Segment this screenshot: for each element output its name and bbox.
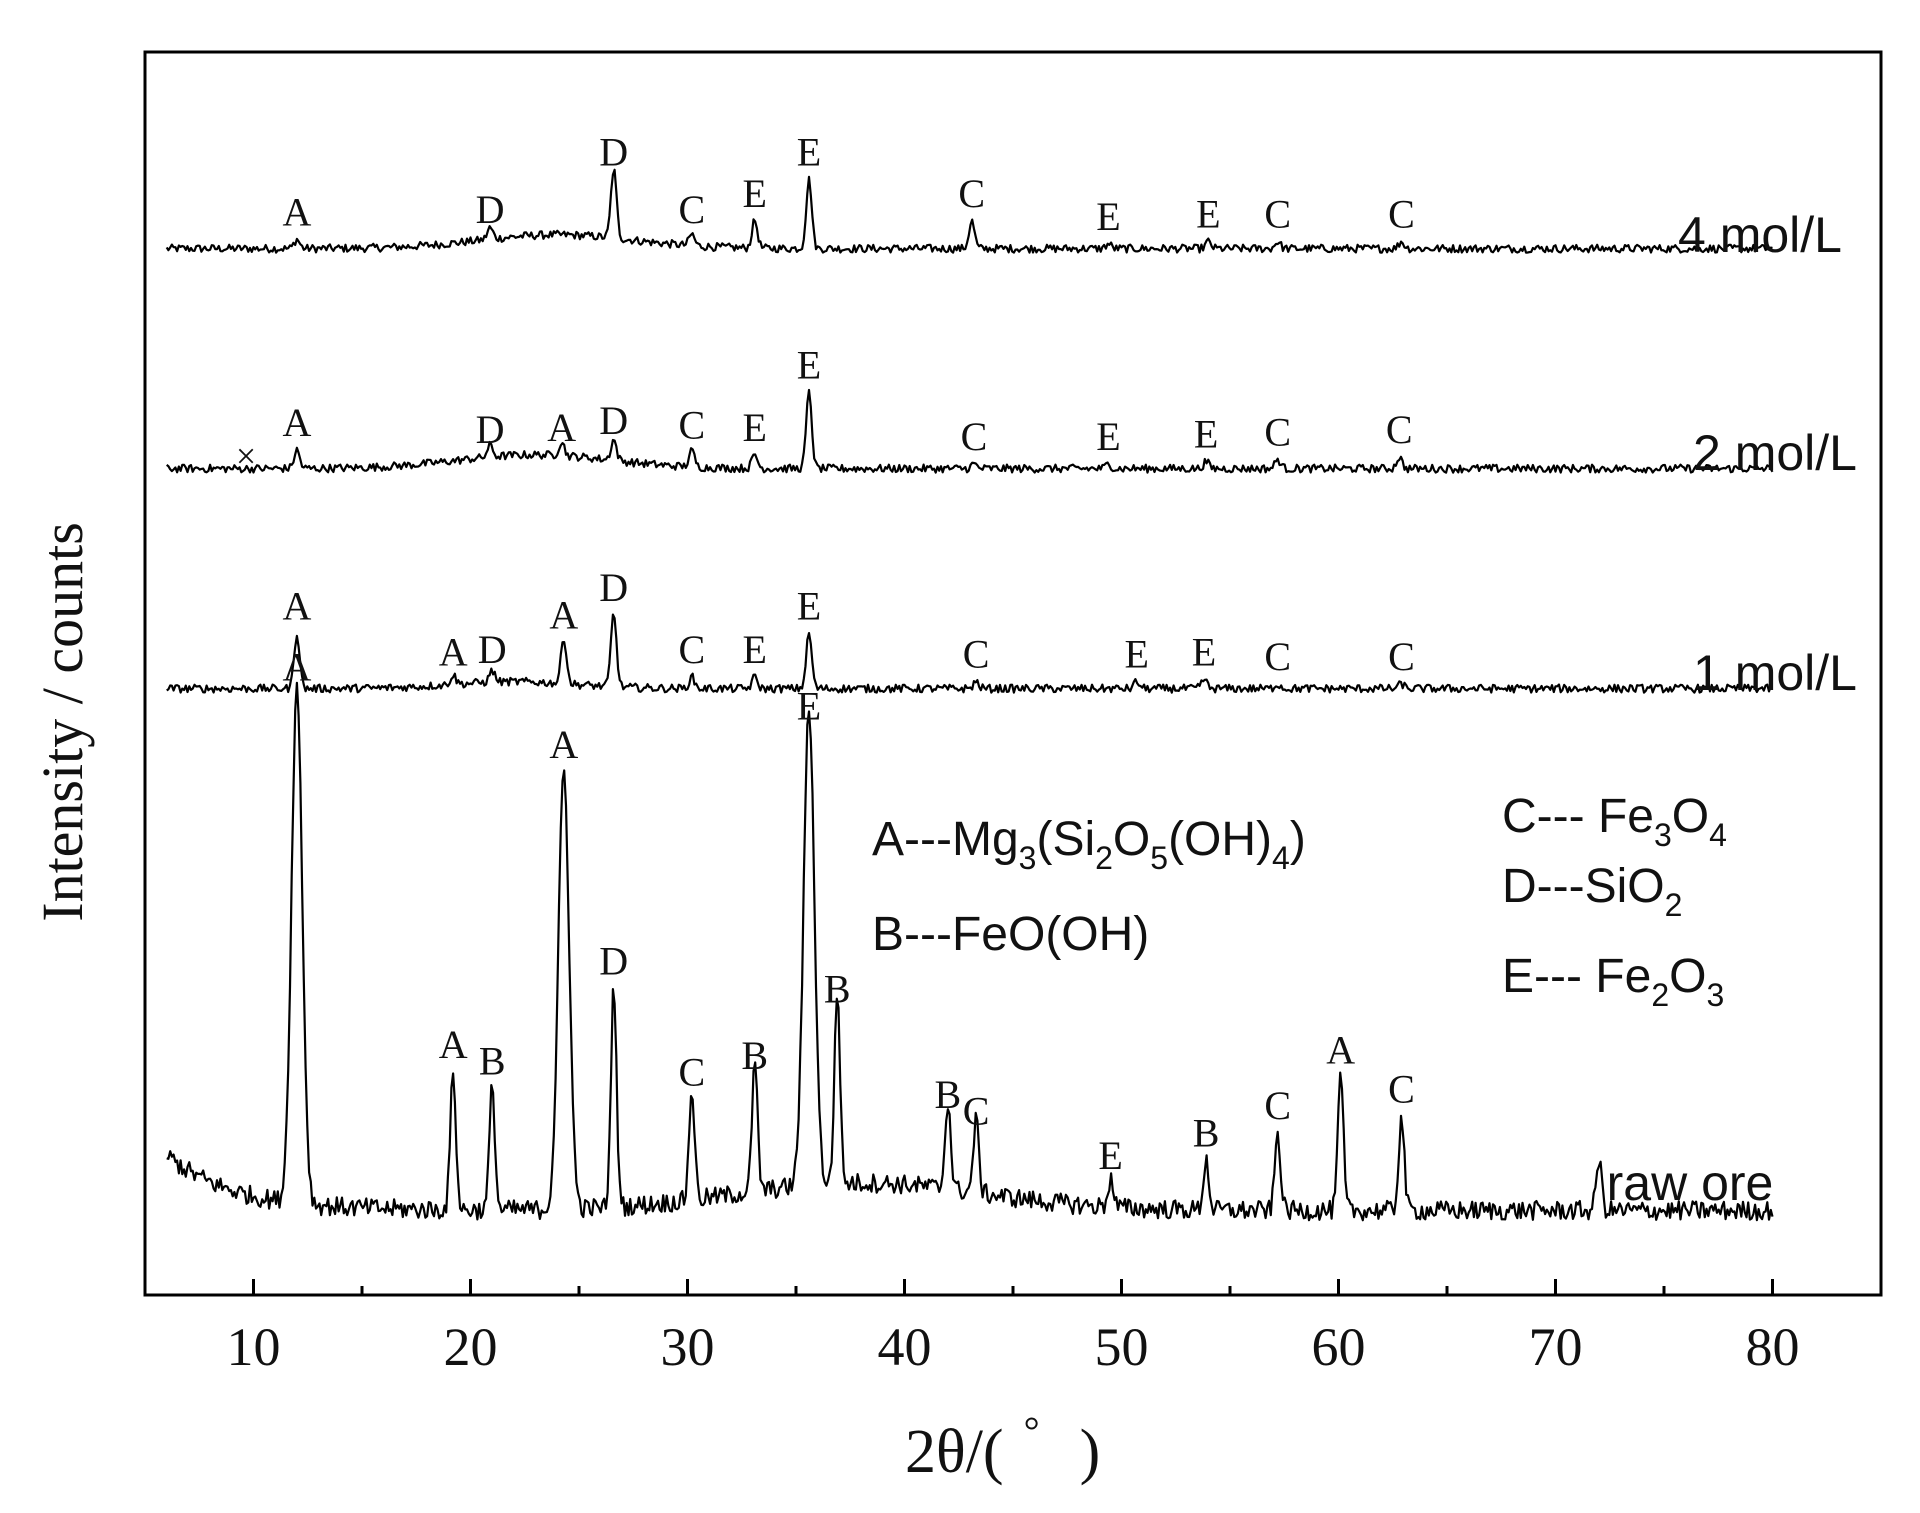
x-tick-label: 10 [227, 1317, 281, 1377]
peak-label: E [797, 343, 821, 388]
peak-label: E [1124, 632, 1148, 677]
peak-label: C [963, 632, 990, 677]
peak-label: C [1388, 1066, 1415, 1111]
peak-label: B [824, 966, 851, 1011]
x-tick-label: 60 [1312, 1317, 1366, 1377]
series-name: raw ore [1607, 1155, 1774, 1211]
peak-label: C [678, 187, 705, 232]
series-names: 4 mol/L 2 mol/L 1 mol/L raw ore [1607, 207, 1857, 1211]
peak-label: B [741, 1033, 768, 1078]
unidentified-peak-marker: × [236, 436, 256, 476]
peak-label: D [476, 187, 505, 232]
series-name: 1 mol/L [1693, 645, 1857, 701]
legend-entry-e: E--- Fe2O3 [1502, 950, 1724, 1013]
peak-label: E [1096, 414, 1120, 459]
peak-label: A [282, 644, 311, 689]
x-tick-label: 80 [1746, 1317, 1800, 1377]
x-tick-label: 20 [444, 1317, 498, 1377]
peak-label: A [549, 593, 578, 638]
series-name: 4 mol/L [1678, 207, 1842, 263]
xrd-trace-0 [165, 168, 1773, 254]
peak-label: C [958, 171, 985, 216]
peak-label: E [1192, 629, 1216, 674]
peak-label: B [1193, 1111, 1220, 1156]
peak-label: C [1386, 407, 1413, 452]
x-axis-ticks [143, 1279, 1883, 1295]
peak-label: C [678, 403, 705, 448]
plot-frame [143, 50, 1883, 1297]
peak-label: D [599, 565, 628, 610]
peak-label: C [1388, 634, 1415, 679]
legend-entry-a: A---Mg3(Si2O5(OH)4) [872, 813, 1306, 876]
peak-label: C [678, 627, 705, 672]
peak-label: D [478, 627, 507, 672]
peak-label: E [1098, 1133, 1122, 1178]
x-tick-label: 70 [1529, 1317, 1583, 1377]
peak-label: D [599, 939, 628, 984]
peak-label: B [479, 1039, 506, 1084]
peak-label: A [439, 1022, 468, 1067]
peak-label: C [1264, 1083, 1291, 1128]
peak-label: C [1264, 409, 1291, 454]
x-tick-label: 40 [878, 1317, 932, 1377]
peak-label: C [963, 1088, 990, 1133]
peak-label: B [935, 1072, 962, 1117]
peak-label: A [549, 722, 578, 767]
peak-label: C [961, 414, 988, 459]
x-axis-tick-labels: 10 20 30 40 50 60 70 80 [227, 1317, 1800, 1377]
peak-label: A [282, 189, 311, 234]
x-tick-label: 30 [661, 1317, 715, 1377]
peak-label: E [1096, 194, 1120, 239]
peak-label: E [743, 171, 767, 216]
peak-label: C [1388, 192, 1415, 237]
peak-label: A [547, 405, 576, 450]
xrd-trace-2 [166, 613, 1773, 694]
x-tick-label: 50 [1095, 1317, 1149, 1377]
series-name: 2 mol/L [1693, 425, 1857, 481]
peak-label: E [797, 683, 821, 728]
peak-label: D [476, 407, 505, 452]
x-axis-title: 2θ/(°) [905, 1408, 1100, 1486]
peak-label: C [1264, 634, 1291, 679]
peak-label: E [797, 130, 821, 175]
peak-label: A [282, 400, 311, 445]
peak-label: C [1264, 192, 1291, 237]
y-axis-title: Intensity / counts [30, 522, 95, 922]
peak-label: C [678, 1050, 705, 1095]
legend-entry-b: B---FeO(OH) [872, 908, 1149, 961]
peak-label: E [1194, 412, 1218, 457]
peak-label: A [1326, 1027, 1355, 1072]
peak-label: D [599, 398, 628, 443]
peak-label: D [599, 130, 628, 175]
peak-label: E [797, 583, 821, 628]
peak-label: E [743, 405, 767, 450]
xrd-trace-1 [166, 388, 1774, 474]
diffraction-traces [165, 168, 1774, 1222]
peak-label: E [1196, 192, 1220, 237]
legend: A---Mg3(Si2O5(OH)4) B---FeO(OH) C--- Fe3… [872, 790, 1727, 1013]
peak-label: E [743, 627, 767, 672]
legend-entry-c: C--- Fe3O4 [1502, 790, 1727, 853]
xrd-trace-3 [166, 681, 1774, 1222]
legend-entry-d: D---SiO2 [1502, 860, 1682, 923]
peak-label: A [282, 583, 311, 628]
peak-label: A [439, 629, 468, 674]
